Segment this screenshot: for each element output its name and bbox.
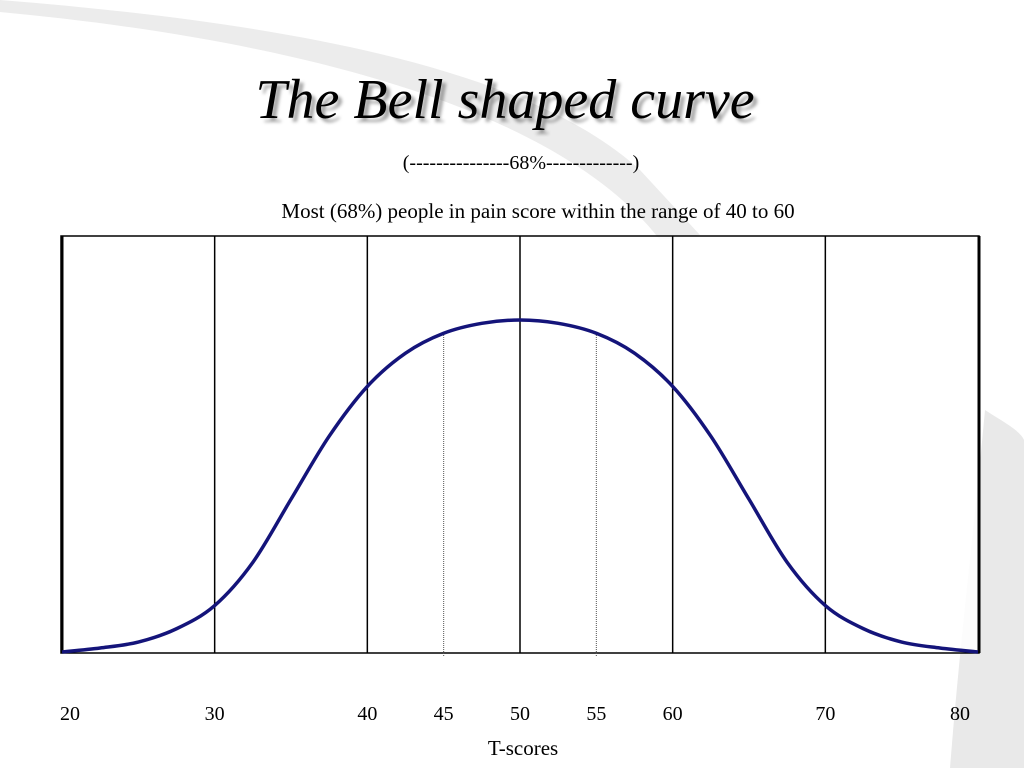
chart-subtitle: Most (68%) people in pain score within t… <box>281 199 795 223</box>
range-annotation: (---------------68%-------------) <box>402 152 640 174</box>
x-tick-label-70: 70 <box>815 703 835 725</box>
page-title: The Bell shaped curve <box>255 69 755 131</box>
x-tick-label-40: 40 <box>357 703 377 725</box>
x-tick-label-45: 45 <box>434 703 454 725</box>
curve-layer <box>61 318 979 654</box>
tick-label-layer: 20 30 40 45 50 55 60 70 80 <box>60 703 970 725</box>
x-tick-label-80: 80 <box>950 703 970 725</box>
x-tick-label-60: 60 <box>663 703 683 725</box>
bell-curve-line-0 <box>61 318 979 654</box>
x-tick-label-30: 30 <box>205 703 225 725</box>
x-tick-label-55: 55 <box>586 703 606 725</box>
x-tick-label-50: 50 <box>510 703 530 725</box>
grid-layer <box>213 236 827 657</box>
x-axis-label: T-scores <box>487 736 559 760</box>
x-tick-label-20: 20 <box>60 703 80 725</box>
